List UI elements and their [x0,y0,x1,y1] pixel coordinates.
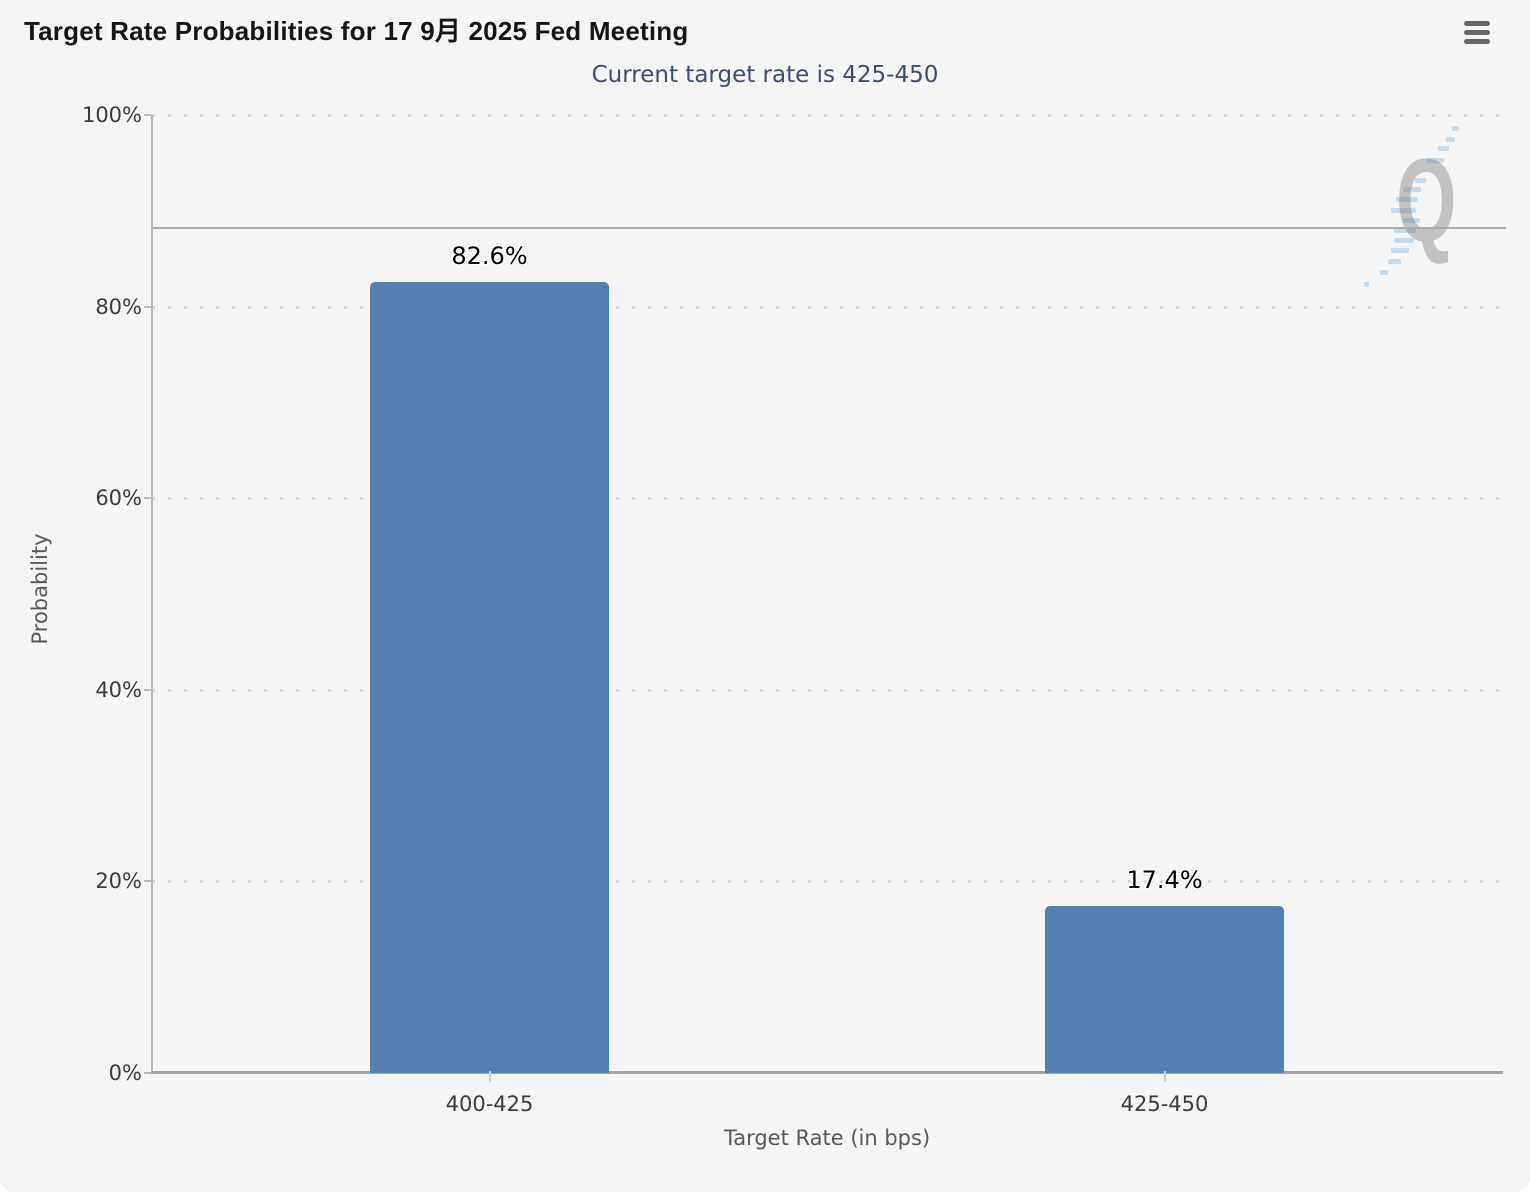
q-logo-letter: Q [1396,135,1457,267]
x-axis-tick [488,1071,491,1082]
logo-dash [1446,137,1455,142]
y-axis-tick [144,305,151,308]
y-axis-label: 20% [95,869,142,894]
chart-context-menu-button[interactable] [1464,21,1492,47]
y-axis-tick [144,688,151,691]
y-gridline [152,880,1502,884]
y-axis-label: 40% [95,677,142,702]
x-axis-category-label: 400-425 [445,1092,534,1116]
y-axis-tick [144,114,151,116]
x-axis-tick [1163,1071,1166,1082]
y-axis-label: 0% [108,1061,142,1085]
y-axis-label: 80% [95,294,142,319]
y-axis-line [151,115,153,1073]
logo-dash [1388,259,1401,264]
logo-dash [1452,126,1459,131]
bar-425-450[interactable] [1045,906,1284,1073]
y-gridline [152,497,1502,501]
quikstrike-logo-watermark: Q [1360,112,1530,312]
logo-dash [1396,197,1418,202]
y-gridline [152,114,1502,117]
y-gridline [152,688,1502,692]
logo-dash [1403,187,1421,192]
y-axis-label: 100% [81,103,142,127]
bar-value-label: 82.6% [451,241,528,270]
logo-dash [1394,238,1414,243]
reference-line [152,227,1506,230]
bar-400-425[interactable] [370,281,609,1073]
logo-dash [1403,218,1420,223]
logo-dash [1364,282,1369,287]
logo-dash [1391,208,1416,213]
logo-dash [1380,270,1388,275]
y-axis-tick [144,497,151,500]
chart-title: Target Rate Probabilities for 17 9月 2025… [24,16,689,46]
logo-dash [1394,228,1416,233]
y-axis-tick [144,880,151,883]
bar-value-label: 17.4% [1126,866,1203,895]
x-axis-line [151,1071,1503,1074]
logo-dash [1427,158,1444,163]
x-axis-title: Target Rate (in bps) [723,1126,931,1150]
logo-dash [1415,178,1426,183]
logo-dash [1391,248,1409,253]
chart-subtitle: Current target rate is 425-450 [591,62,939,88]
x-axis-category-label: 425-450 [1120,1092,1209,1116]
y-gridline [152,305,1502,309]
logo-dash [1438,146,1449,151]
y-axis-tick [144,1072,151,1074]
hamburger-icon [1464,21,1492,44]
y-axis-label: 60% [95,486,142,511]
